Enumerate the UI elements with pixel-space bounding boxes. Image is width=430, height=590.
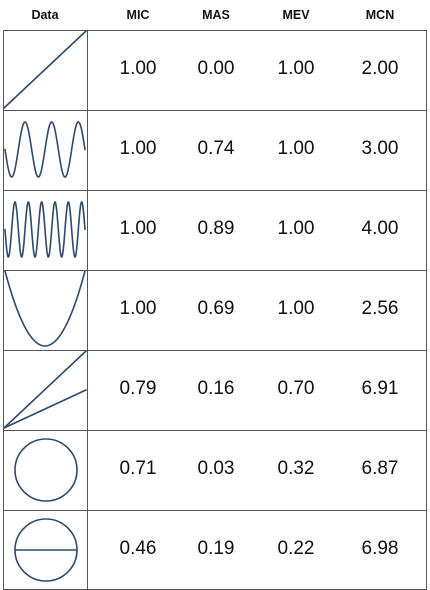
table-row: 1.00 0.89 1.00 4.00: [3, 190, 427, 270]
shape-line-shallow: [3, 389, 87, 429]
header-data: Data: [31, 8, 59, 22]
shape-line: [3, 30, 87, 109]
shape-sine: [4, 200, 86, 259]
mev-value: 1.00: [277, 138, 315, 159]
mic-value: 0.79: [119, 378, 157, 399]
mcn-value: 2.00: [361, 58, 399, 79]
data-thumbnail: [4, 270, 86, 347]
mas-value: 0.16: [197, 378, 235, 399]
mcn-value: 6.91: [361, 378, 399, 399]
mas-value: 0.00: [197, 58, 235, 79]
table-row: 0.71 0.03 0.32 6.87: [3, 430, 427, 510]
mcn-value: 6.98: [361, 538, 399, 559]
mic-value: 1.00: [119, 298, 157, 319]
mic-value: 1.00: [119, 58, 157, 79]
shape-line-steep: [3, 350, 87, 429]
mev-value: 0.22: [277, 538, 315, 559]
mev-value: 1.00: [277, 58, 315, 79]
mcn-value: 2.56: [361, 298, 399, 319]
table-row: 1.00 0.69 1.00 2.56: [3, 270, 427, 350]
header-mcn: MCN: [365, 8, 395, 22]
mas-value: 0.69: [197, 298, 235, 319]
data-thumbnail: [3, 30, 87, 109]
header-mas: MAS: [202, 8, 230, 22]
mic-value: 1.00: [119, 218, 157, 239]
table-row: 0.79 0.16 0.70 6.91: [3, 350, 427, 430]
mas-value: 0.03: [197, 458, 235, 479]
data-thumbnail: [4, 121, 86, 178]
mev-value: 1.00: [277, 218, 315, 239]
mas-value: 0.89: [197, 218, 235, 239]
header-mic: MIC: [126, 8, 150, 22]
shape-sine: [4, 121, 86, 178]
table-row: 1.00 0.00 1.00 2.00: [3, 30, 427, 110]
mcn-value: 4.00: [361, 218, 399, 239]
mic-value: 0.46: [119, 538, 157, 559]
shape-parabola: [4, 270, 86, 347]
mev-value: 1.00: [277, 298, 315, 319]
mcn-value: 3.00: [361, 138, 399, 159]
data-thumbnail: [3, 350, 87, 429]
mev-value: 0.32: [277, 458, 315, 479]
data-thumbnail: [14, 438, 78, 502]
table-row: 1.00 0.74 1.00 3.00: [3, 110, 427, 190]
header-mev: MEV: [282, 8, 310, 22]
data-thumbnail: [14, 518, 78, 582]
mcn-value: 6.87: [361, 458, 399, 479]
shape-circle: [14, 438, 78, 502]
mas-value: 0.19: [197, 538, 235, 559]
mev-value: 0.70: [277, 378, 315, 399]
mas-value: 0.74: [197, 138, 235, 159]
table-row: 0.46 0.19 0.22 6.98: [3, 510, 427, 590]
mic-value: 1.00: [119, 138, 157, 159]
mic-value: 0.71: [119, 458, 157, 479]
data-thumbnail: [4, 200, 86, 259]
